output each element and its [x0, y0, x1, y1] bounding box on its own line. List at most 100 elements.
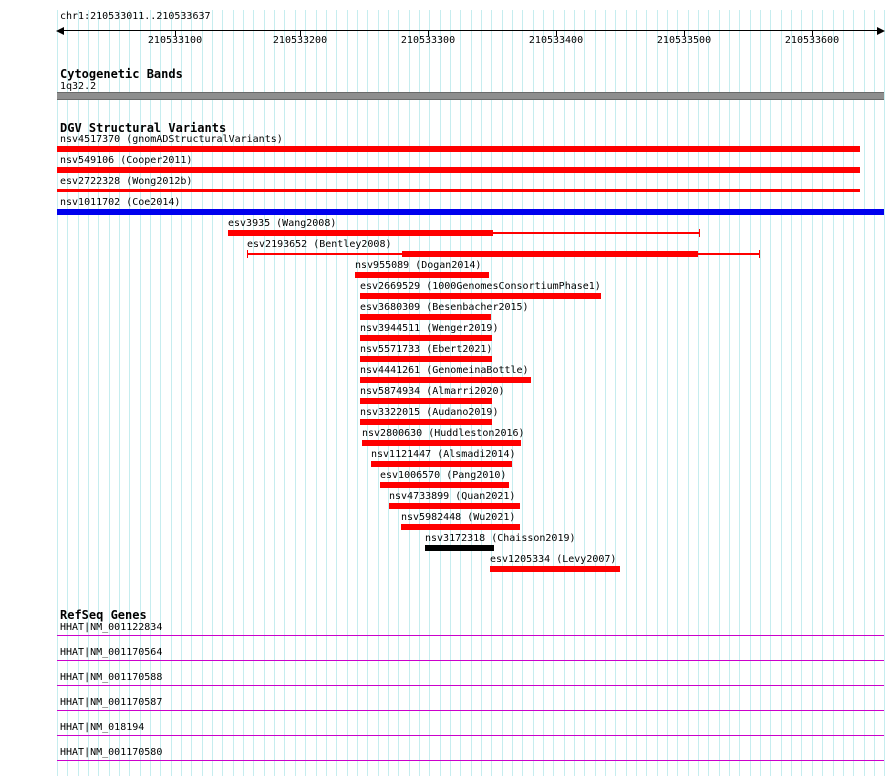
gridline — [480, 10, 482, 776]
variant-end-tick[interactable] — [699, 229, 700, 237]
variant-bar[interactable] — [57, 167, 860, 173]
variant-bar[interactable] — [490, 566, 620, 572]
variant-bar[interactable] — [360, 377, 531, 383]
gridline — [439, 10, 441, 776]
ruler-line — [60, 30, 881, 31]
variant-label[interactable]: nsv549106 (Cooper2011) — [60, 155, 193, 166]
variant-bar[interactable] — [698, 253, 760, 255]
variant-bar[interactable] — [57, 146, 860, 152]
variant-bar[interactable] — [493, 232, 700, 234]
variant-label[interactable]: nsv4517370 (gnomADStructuralVariants) — [60, 134, 283, 145]
gridline — [418, 10, 420, 776]
variant-bar[interactable] — [425, 545, 494, 551]
variant-label[interactable]: esv3680309 (Besenbacher2015) — [360, 302, 529, 313]
variant-label[interactable]: esv2193652 (Bentley2008) — [247, 239, 392, 250]
ruler-tick-label: 210533300 — [400, 35, 456, 46]
variant-bar[interactable] — [247, 253, 402, 255]
gridline — [336, 10, 338, 776]
variant-bar[interactable] — [360, 356, 492, 362]
gridline — [315, 10, 317, 776]
gridline — [542, 10, 544, 776]
variant-bar[interactable] — [401, 524, 520, 530]
gridline — [760, 10, 762, 776]
gridline — [119, 10, 121, 776]
ruler-tick — [428, 30, 429, 36]
variant-bar[interactable] — [402, 251, 698, 257]
gene-label[interactable]: HHAT|NM_001170564 — [60, 647, 163, 658]
gridline — [532, 10, 534, 776]
gridline — [801, 10, 803, 776]
gridline — [749, 10, 751, 776]
gridline — [181, 10, 183, 776]
gridline — [687, 10, 689, 776]
variant-bar[interactable] — [360, 398, 492, 404]
variant-bar[interactable] — [57, 209, 884, 215]
gene-line[interactable] — [57, 710, 884, 711]
gridline — [387, 10, 389, 776]
variant-bar[interactable] — [360, 419, 492, 425]
variant-label[interactable]: nsv4733899 (Quan2021) — [389, 491, 516, 502]
gridline — [677, 10, 679, 776]
variant-label[interactable]: nsv5571733 (Ebert2021) — [360, 344, 493, 355]
variant-bar[interactable] — [371, 461, 512, 467]
gridline — [667, 10, 669, 776]
variant-label[interactable]: esv1205334 (Levy2007) — [490, 554, 617, 565]
variant-label[interactable]: nsv3322015 (Audano2019) — [360, 407, 499, 418]
gridline — [636, 10, 638, 776]
variant-bar[interactable] — [228, 230, 493, 236]
variant-label[interactable]: nsv3944511 (Wenger2019) — [360, 323, 499, 334]
gridline — [605, 10, 607, 776]
gene-label[interactable]: HHAT|NM_001122834 — [60, 622, 163, 633]
gene-line[interactable] — [57, 635, 884, 636]
gridline — [108, 10, 110, 776]
region-label: chr1:210533011..210533637 — [60, 11, 211, 22]
gene-label[interactable]: HHAT|NM_001170588 — [60, 672, 163, 683]
variant-label[interactable]: nsv955089 (Dogan2014) — [355, 260, 482, 271]
variant-bar[interactable] — [362, 440, 521, 446]
gridline — [718, 10, 720, 776]
gridline — [470, 10, 472, 776]
variant-end-tick[interactable] — [759, 250, 760, 258]
variant-label[interactable]: nsv2800630 (Huddleston2016) — [362, 428, 525, 439]
variant-label[interactable]: esv2722328 (Wong2012b) — [60, 176, 193, 187]
variant-bar[interactable] — [360, 293, 601, 299]
variant-label[interactable]: esv3935 (Wang2008) — [228, 218, 337, 229]
gridline — [294, 10, 296, 776]
variant-label[interactable]: nsv5982448 (Wu2021) — [401, 512, 516, 523]
gridline — [212, 10, 214, 776]
gridline — [563, 10, 565, 776]
variant-bar[interactable] — [360, 314, 491, 320]
gridline — [170, 10, 172, 776]
variant-label[interactable]: nsv1121447 (Alsmadi2014) — [371, 449, 516, 460]
variant-bar[interactable] — [389, 503, 520, 509]
gridline — [67, 10, 69, 776]
gridline — [449, 10, 451, 776]
variant-label[interactable]: nsv4441261 (GenomeinaBottle) — [360, 365, 529, 376]
gene-label[interactable]: HHAT|NM_001170587 — [60, 697, 163, 708]
variant-label[interactable]: nsv1011702 (Coe2014) — [60, 197, 181, 208]
ruler-tick — [175, 30, 176, 36]
gridline — [77, 10, 79, 776]
ruler-tick — [812, 30, 813, 36]
variant-bar[interactable] — [355, 272, 489, 278]
ruler-tick-label: 210533200 — [272, 35, 328, 46]
gene-label[interactable]: HHAT|NM_001170580 — [60, 747, 163, 758]
variant-bar[interactable] — [380, 482, 509, 488]
gridline — [822, 10, 824, 776]
variant-bar[interactable] — [360, 335, 492, 341]
variant-label[interactable]: nsv3172318 (Chaisson2019) — [425, 533, 576, 544]
variant-label[interactable]: nsv5874934 (Almarri2020) — [360, 386, 505, 397]
variant-label[interactable]: esv1006570 (Pang2010) — [380, 470, 507, 481]
gridline — [160, 10, 162, 776]
cytogenetic-section-title: Cytogenetic Bands — [60, 67, 183, 81]
gene-line[interactable] — [57, 685, 884, 686]
gene-line[interactable] — [57, 660, 884, 661]
gene-line[interactable] — [57, 735, 884, 736]
variant-label[interactable]: esv2669529 (1000GenomesConsortiumPhase1) — [360, 281, 601, 292]
gene-line[interactable] — [57, 760, 884, 761]
variant-bar[interactable] — [57, 189, 860, 192]
cytoband-label: 1q32.2 — [60, 81, 97, 92]
gridline — [201, 10, 203, 776]
gene-label[interactable]: HHAT|NM_018194 — [60, 722, 145, 733]
